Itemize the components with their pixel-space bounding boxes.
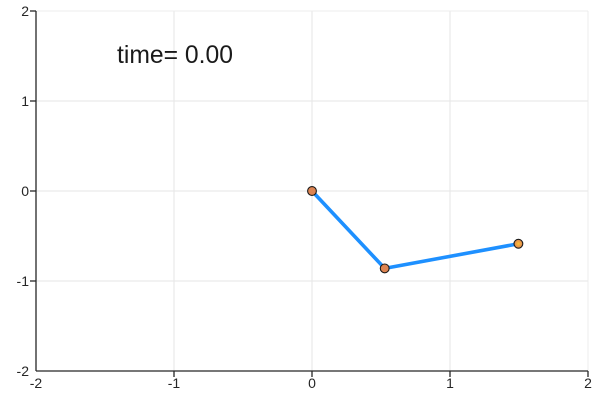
- svg-text:2: 2: [21, 3, 29, 19]
- svg-text:-2: -2: [17, 363, 30, 379]
- svg-text:-1: -1: [168, 375, 181, 391]
- svg-text:0: 0: [308, 375, 316, 391]
- svg-text:-1: -1: [17, 273, 30, 289]
- svg-text:2: 2: [584, 375, 592, 391]
- svg-text:-2: -2: [30, 375, 43, 391]
- svg-text:1: 1: [446, 375, 454, 391]
- svg-text:0: 0: [21, 183, 29, 199]
- svg-text:time= 0.00: time= 0.00: [117, 42, 233, 69]
- svg-text:1: 1: [21, 93, 29, 109]
